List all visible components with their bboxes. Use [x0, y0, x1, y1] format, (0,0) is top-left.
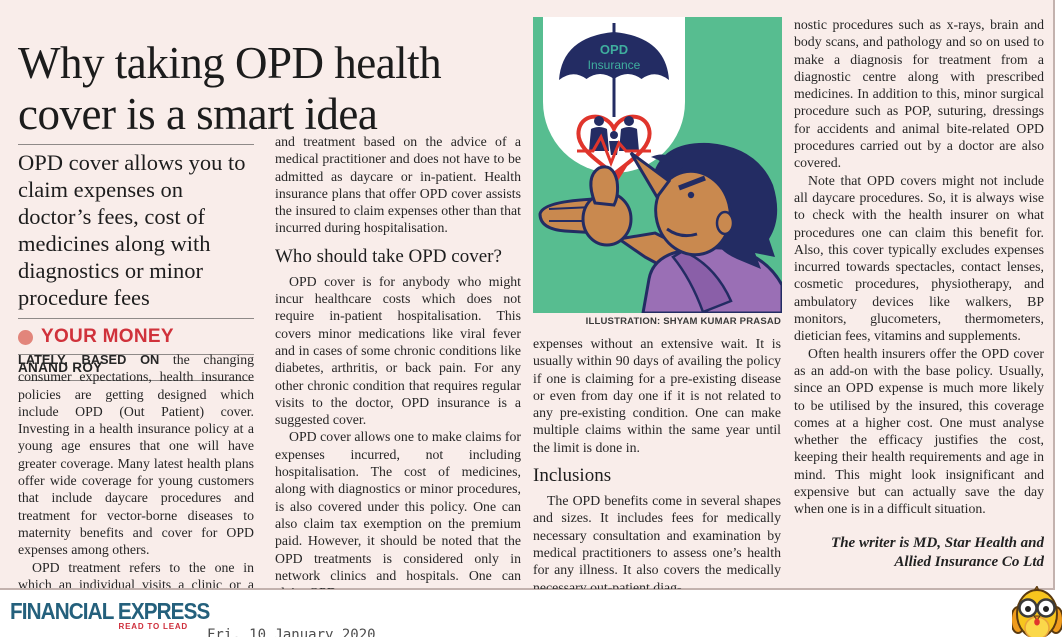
umbrella-icon: OPD Insurance — [559, 23, 669, 117]
article-headline: Why taking OPD health cover is a smart i… — [18, 38, 442, 140]
article-paragraph: LATELY, BASED ON the changing consumer e… — [18, 352, 254, 558]
citation-stamp: Fri, 10 January 2020 https://epaper.fina… — [207, 594, 595, 637]
article-paragraph: nostic procedures such as x-rays, brain … — [794, 17, 1044, 171]
illustration-caption: ILLUSTRATION: SHYAM KUMAR PRASAD — [585, 316, 781, 327]
article-paragraph: Note that OPD covers might not include a… — [794, 172, 1044, 344]
opd-insurance-illustration: OPD Insurance — [533, 17, 782, 313]
umbrella-label-line2: Insurance — [588, 58, 641, 72]
article-paragraph: Often health insurers offer the OPD cove… — [794, 345, 1044, 517]
article-paragraph: OPD cover is for anybody who might incur… — [275, 273, 521, 428]
section-heading: Who should take OPD cover? — [275, 245, 502, 267]
article-column-4: nostic procedures such as x-rays, brain … — [794, 16, 1044, 589]
divider — [18, 354, 254, 355]
owl-mascot-icon[interactable] — [1012, 586, 1062, 637]
article-paragraph: OPD treatment refers to the one in which… — [18, 559, 254, 588]
date-stamp: Fri, 10 January 2020 — [207, 627, 376, 637]
article-paragraph: OPD cover allows one to make claims for … — [275, 429, 521, 589]
article-paragraph: and treatment based on the advice of a m… — [275, 134, 521, 236]
financial-express-logo: FINANCIAL EXPRESS READ TO LEAD — [10, 598, 210, 631]
writer-credit: The writer is MD, Star Health and Allied… — [831, 534, 1044, 570]
footer-strip: FINANCIAL EXPRESS READ TO LEAD Fri, 10 J… — [0, 592, 1064, 637]
article-column-1: LATELY, BASED ON the changing consumer e… — [18, 351, 254, 588]
umbrella-label-line1: OPD — [600, 42, 628, 57]
section-heading: Inclusions — [533, 465, 612, 487]
paragraph-lead-in: LATELY, BASED ON — [18, 352, 160, 367]
article-column-3: expenses without an extensive wait. It i… — [533, 335, 781, 589]
article-left-stack: OPD cover allows you to claim expenses o… — [18, 144, 254, 381]
man-figure — [538, 142, 782, 313]
article-paragraph: The OPD benefits come in several shapes … — [533, 493, 781, 589]
brand-wordmark: FINANCIAL EXPRESS — [10, 598, 210, 624]
section-bullet-icon — [18, 329, 33, 345]
article-standfirst: OPD cover allows you to claim expenses o… — [18, 150, 246, 310]
article-sheet: Why taking OPD health cover is a smart i… — [0, 0, 1055, 590]
divider — [18, 144, 254, 145]
author-byline: ANAND ROY — [18, 360, 103, 375]
article-column-2: and treatment based on the advice of a m… — [275, 133, 521, 589]
section-label-row: YOUR MONEY — [18, 319, 254, 354]
divider — [18, 318, 254, 319]
article-paragraph: expenses without an extensive wait. It i… — [533, 336, 781, 455]
brand-tagline: READ TO LEAD — [118, 622, 188, 631]
divider — [18, 380, 254, 381]
section-label: YOUR MONEY — [41, 326, 174, 347]
